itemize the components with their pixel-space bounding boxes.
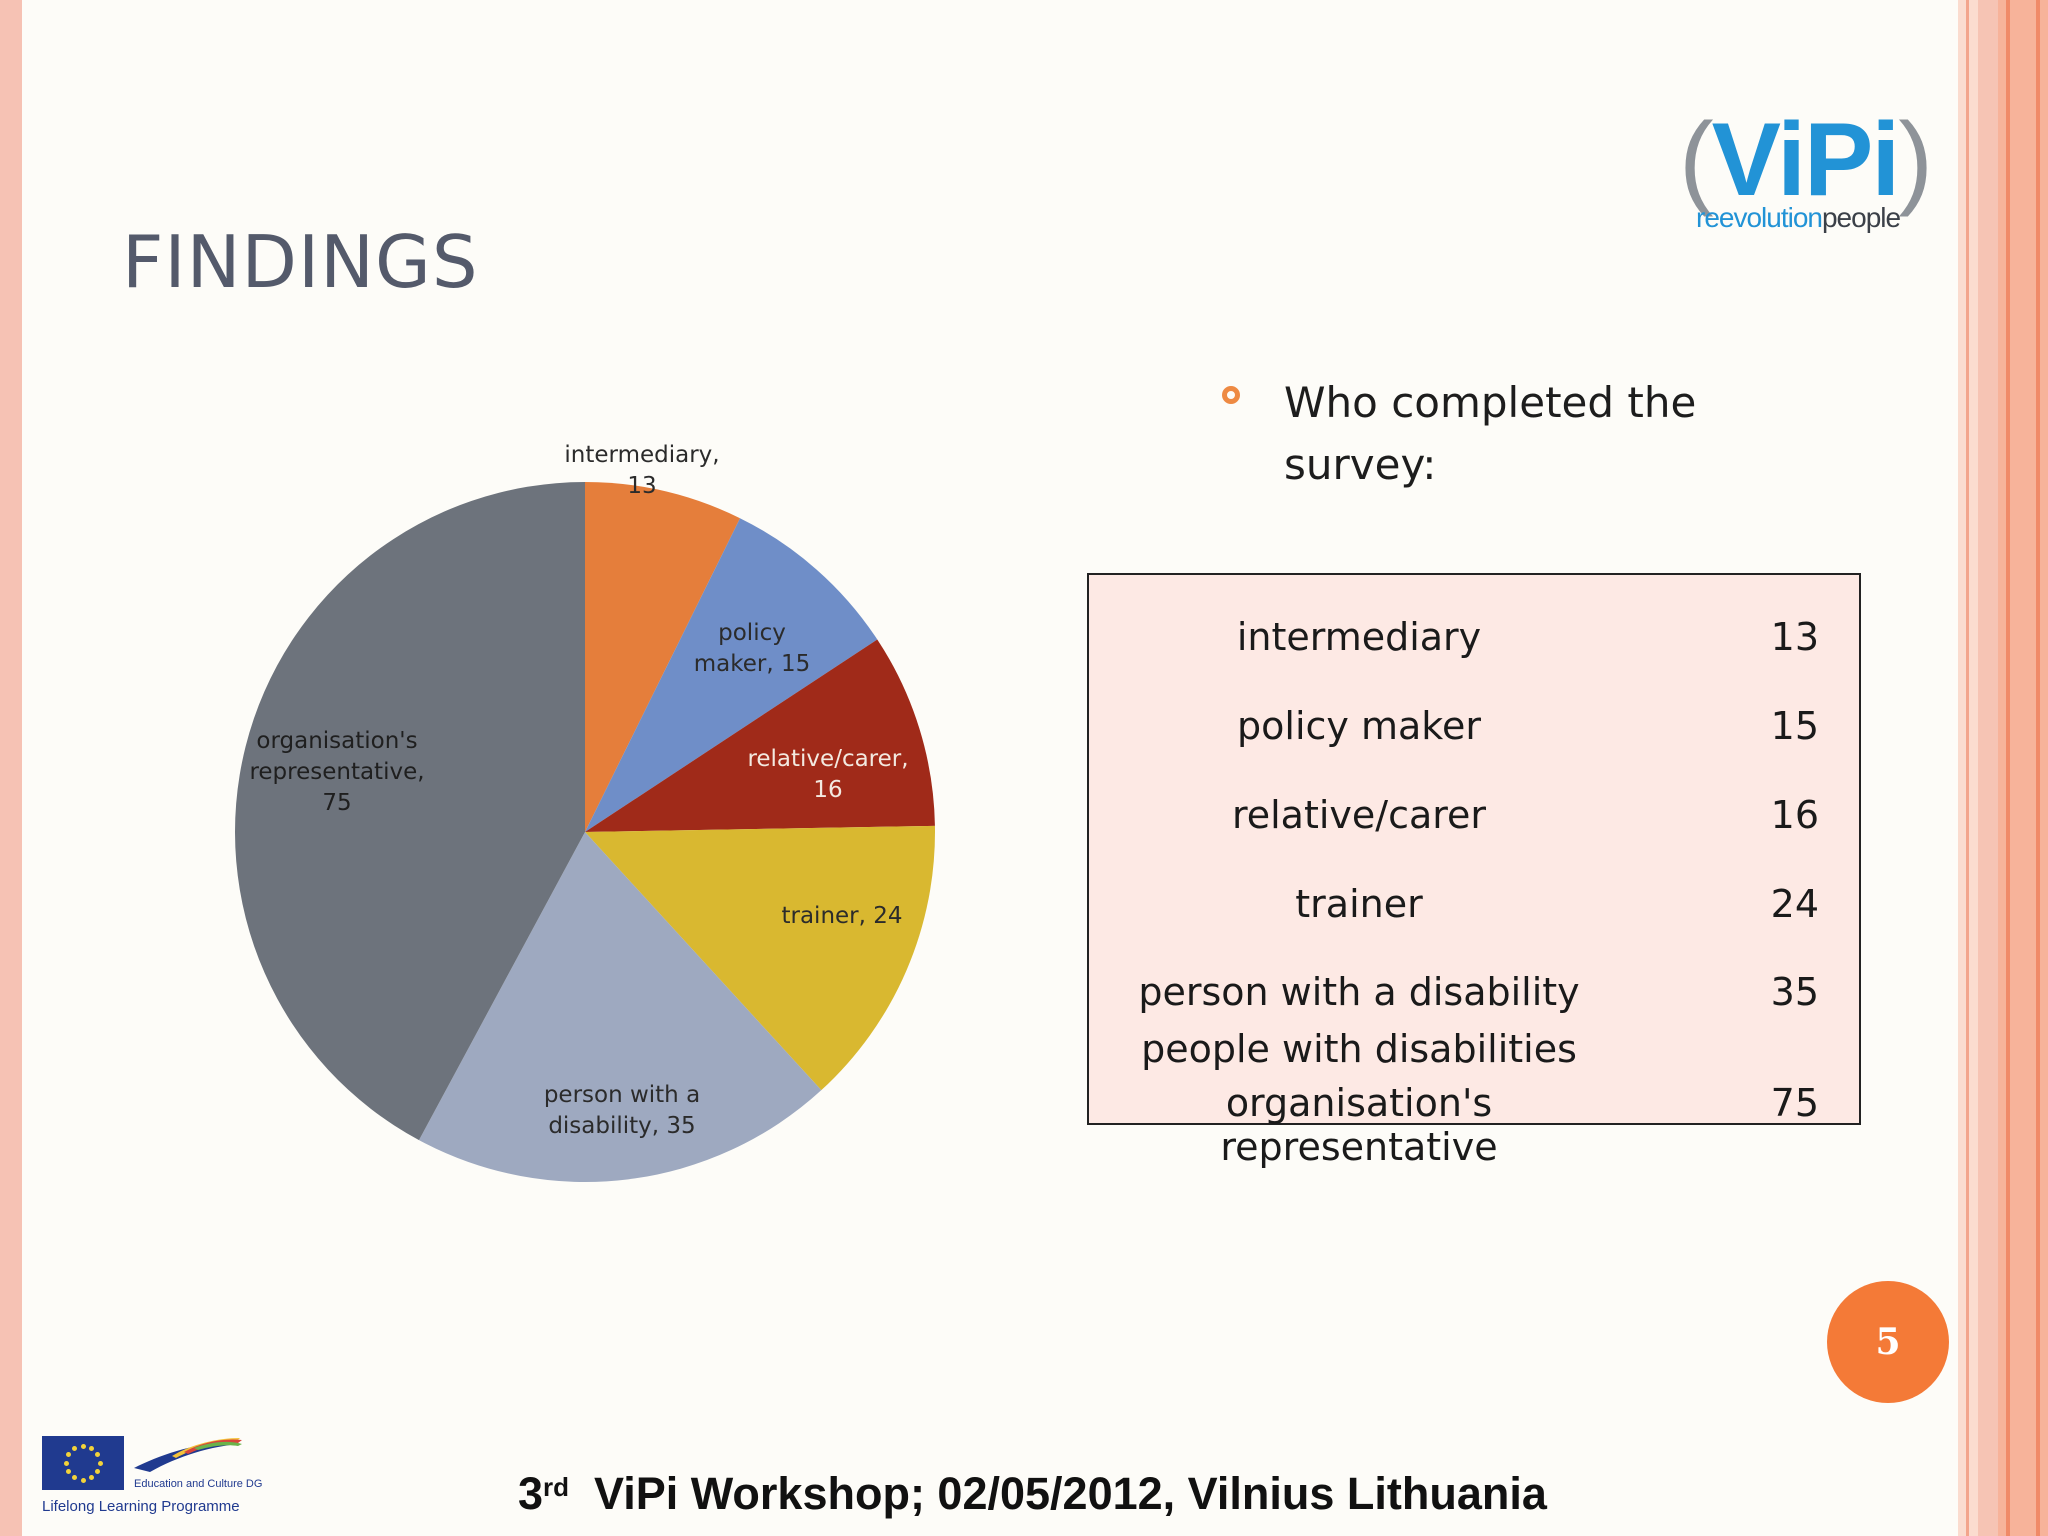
- table-row-value: 35: [1770, 970, 1819, 1014]
- table-row-label: organisation's representative: [1220, 1081, 1498, 1169]
- eu-star-icon: [63, 1460, 69, 1466]
- left-border: [0, 0, 22, 1536]
- table-row-value: 13: [1770, 615, 1819, 659]
- table-row-value: 24: [1770, 882, 1819, 926]
- pie-data-label: relative/carer, 16: [747, 746, 908, 803]
- pie-slice-relative-carer: [585, 639, 935, 832]
- footer-ordinal-suffix: rd: [543, 1472, 570, 1502]
- eu-star-icon: [89, 1475, 94, 1481]
- pie-data-label-line: maker, 15: [694, 651, 811, 677]
- pie-data-label-line: organisation's: [256, 728, 417, 754]
- pie-data-label: policy maker, 15: [694, 620, 811, 677]
- pie-slice-trainer: [585, 825, 935, 1091]
- table-row-label: people with disabilities: [1141, 1027, 1577, 1071]
- table-row-value: 16: [1770, 793, 1819, 837]
- right-decor-band: [1978, 0, 1998, 1536]
- logo-tagline: reevolutionpeople: [1696, 202, 1901, 234]
- pie-slice-intermediary: [585, 482, 741, 832]
- vipi-logo: (ViPi) reevolutionpeople: [1662, 108, 1948, 238]
- pie-data-label-line: intermediary,: [564, 442, 719, 468]
- table-row-label: person with a disability: [1138, 970, 1580, 1014]
- right-decor-line: [1966, 0, 1969, 1536]
- pie-data-label-line: 16: [813, 777, 842, 803]
- pie-slice-policy-maker: [585, 518, 878, 832]
- pie-data-label: person with a disability, 35: [544, 1082, 700, 1139]
- table-row-label: relative/carer: [1231, 793, 1487, 837]
- table-row-label: policy maker: [1237, 704, 1481, 748]
- logo-wordmark: (ViPi): [1662, 108, 1948, 212]
- eu-flag-icon: [42, 1436, 124, 1490]
- footer-ordinal: 3: [518, 1468, 544, 1519]
- eu-star-icon: [95, 1452, 101, 1457]
- logo-tagline-grey: people: [1821, 202, 1901, 233]
- eu-star-icon: [80, 1477, 86, 1483]
- logo-main-text: ViPi: [1711, 102, 1901, 218]
- pie-data-label-line: trainer, 24: [781, 903, 902, 929]
- eu-star-icon: [97, 1460, 103, 1466]
- eu-programme-label: Lifelong Learning Programme: [42, 1498, 240, 1515]
- pie-data-label-line: policy: [718, 620, 786, 646]
- survey-table: intermediary 13 policy maker 15 relative…: [1087, 573, 1861, 1169]
- footer-main: ViPi Workshop; 02/05/2012, Vilnius Lithu…: [594, 1468, 1547, 1519]
- page-title: FINDINGS: [122, 220, 479, 304]
- logo-paren-left: (: [1679, 102, 1714, 218]
- pie-slice-organisation-s-representative: [235, 482, 585, 1141]
- right-decor-line: [2006, 0, 2010, 1536]
- bullet-line-2: survey:: [1284, 440, 1437, 489]
- eu-star-icon: [80, 1443, 86, 1449]
- eu-star-icon: [95, 1469, 101, 1474]
- logo-paren-right: ): [1898, 102, 1933, 218]
- logo-tagline-blue: reevolution: [1696, 202, 1823, 233]
- table-row-value: 15: [1770, 704, 1819, 748]
- pie-slice-person-with-a-disability: [418, 832, 822, 1182]
- table-row-value: 75: [1770, 1081, 1819, 1125]
- eu-star-icon: [65, 1469, 71, 1474]
- eu-star-icon: [72, 1475, 77, 1481]
- pie-data-label: trainer, 24: [781, 903, 902, 929]
- pie-data-label: intermediary, 13: [564, 442, 719, 499]
- bullet-line-1: Who completed the: [1284, 378, 1697, 427]
- footer-text: 3rd ViPi Workshop; 02/05/2012, Vilnius L…: [518, 1468, 1547, 1520]
- pie-data-label-line: person with a: [544, 1082, 700, 1108]
- eu-dg-label: Education and Culture DG: [134, 1478, 263, 1490]
- eu-star-icon: [89, 1445, 94, 1451]
- pie-data-label-line: 75: [322, 790, 351, 816]
- eu-star-icon: [65, 1452, 71, 1457]
- pie-data-label-line: 13: [627, 473, 656, 499]
- right-decor-line: [2036, 0, 2040, 1536]
- bullet-ring-icon: [1222, 386, 1240, 404]
- eu-star-icon: [72, 1445, 77, 1451]
- table-row-label: intermediary: [1236, 615, 1482, 659]
- pie-data-label-line: disability, 35: [548, 1113, 695, 1139]
- table-row-label: trainer: [1295, 882, 1423, 926]
- bullet-text: Who completed the survey:: [1284, 372, 1784, 496]
- pie-data-label-line: representative,: [249, 759, 424, 785]
- llp-swoosh-icon: [134, 1438, 242, 1472]
- pie-data-label-line: relative/carer,: [747, 746, 908, 772]
- page-number-badge: 5: [1827, 1281, 1949, 1403]
- pie-data-label: organisation's representative, 75: [249, 728, 424, 816]
